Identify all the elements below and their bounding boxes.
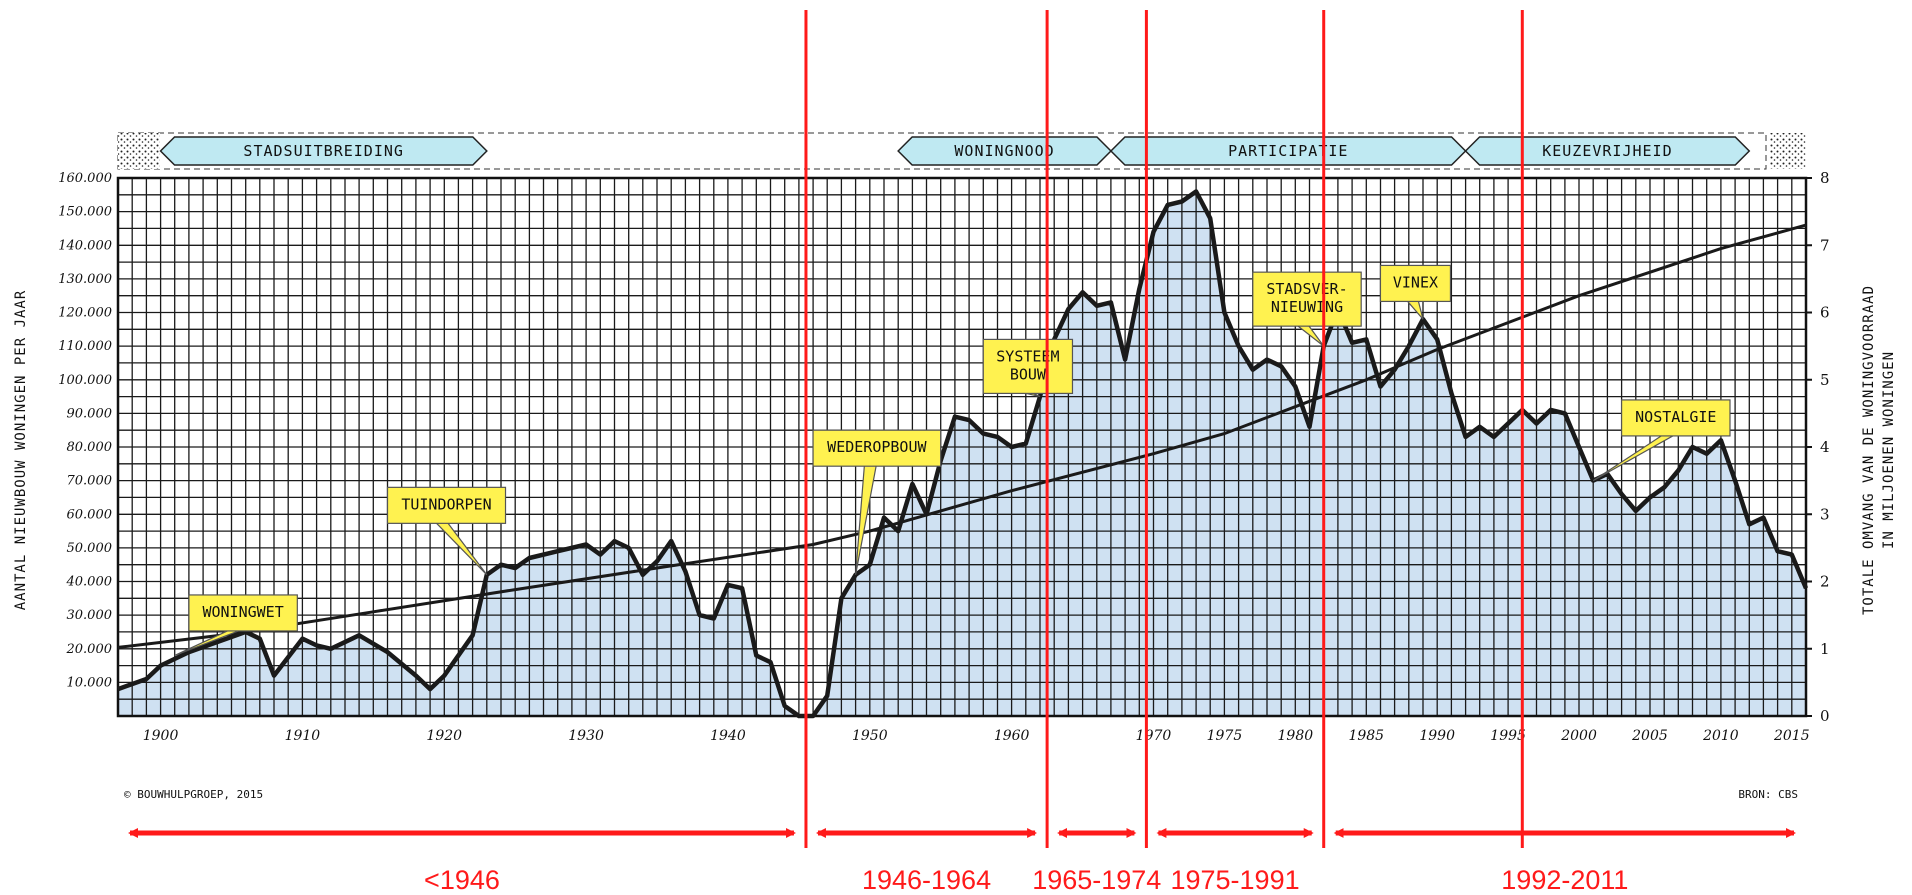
callout: VINEX <box>1379 264 1452 320</box>
copyright-note: © BOUWHULPGROEP, 2015 <box>124 788 263 801</box>
callout-label: TUINDORPEN <box>401 495 491 513</box>
y-left-tick-label: 140.000 <box>58 238 112 253</box>
theme-banner: PARTICIPATIE <box>1109 136 1467 166</box>
y-left-tick-label: 150.000 <box>58 205 112 220</box>
y-axis-right-title-line-1: TOTALE OMVANG VAN DE WONINGVOORRAAD <box>1861 285 1877 615</box>
callout-box <box>1252 271 1362 327</box>
callout-box <box>812 429 942 467</box>
y-right-tick-label: 8 <box>1820 169 1830 187</box>
x-axis-ticks: 1900 1910 1920 1930 1940 1950 1960 1970 1975 1980… <box>143 728 1810 744</box>
theme-band-speckle-left <box>118 133 160 169</box>
y-left-tick-label: 90.000 <box>67 406 113 421</box>
theme-band <box>117 132 1806 170</box>
x-tick-label: 2010 <box>1702 728 1739 744</box>
x-tick-label: 1950 <box>852 728 888 744</box>
theme-band-speckle-right <box>1770 133 1806 169</box>
y-right-tick-label: 1 <box>1820 640 1830 658</box>
y-right-tick-label: 0 <box>1820 707 1830 725</box>
period-label: <1946 <box>424 865 500 895</box>
theme-banner-label: PARTICIPATIE <box>1228 142 1348 160</box>
theme-banner-label: KEUZEVRIJHEID <box>1542 142 1672 160</box>
callout-label: VINEX <box>1393 273 1438 291</box>
y-left-tick-label: 50.000 <box>67 541 113 556</box>
theme-banner-label: STADSUITBREIDING <box>243 142 404 160</box>
era-callouts: WONINGWET TUINDORPEN WEDEROPBOUW SYSTEEMBOU… <box>174 264 1731 657</box>
x-tick-label: 1960 <box>994 728 1030 744</box>
x-tick-label: 1975 <box>1207 728 1243 744</box>
period-label: 1965-1974 <box>1032 865 1161 895</box>
y-left-tick-label: 130.000 <box>58 272 112 287</box>
x-tick-label: 2005 <box>1631 728 1668 744</box>
period-dividers <box>804 10 1524 848</box>
y-left-tick-label: 20.000 <box>66 642 113 657</box>
callout-box <box>188 594 298 632</box>
x-tick-label: 1920 <box>426 728 462 744</box>
x-tick-label: 1910 <box>285 728 321 744</box>
theme-banner-shape <box>1464 136 1751 166</box>
period-label: 1946-1964 <box>862 865 991 895</box>
source-note: BRON: CBS <box>1738 788 1798 801</box>
x-tick-label: 2000 <box>1560 728 1597 744</box>
callout-label: SYSTEEM <box>996 347 1059 365</box>
housing-stock-line <box>117 223 1807 649</box>
y-right-tick-label: 5 <box>1820 371 1830 389</box>
callout-label: NOSTALGIE <box>1635 408 1716 426</box>
theme-banners: STADSUITBREIDING WONINGNOOD PARTICIPATIE KE… <box>159 136 1751 166</box>
callout: WONINGWET <box>174 594 298 657</box>
x-tick-label: 2015 <box>1773 728 1810 744</box>
x-tick-label: 1930 <box>568 728 604 744</box>
y-left-tick-label: 10.000 <box>67 675 113 690</box>
y-left-tick-label: 100.000 <box>58 373 112 388</box>
theme-banner-shape <box>159 136 488 166</box>
callout-label: STADSVER- <box>1266 280 1347 298</box>
x-tick-label: 1900 <box>143 728 179 744</box>
y-axis-right-ticks: 0 1 2 3 4 5 6 7 8 <box>1806 169 1830 725</box>
callout: NOSTALGIE <box>1592 399 1731 482</box>
y-axis-left-title: AANTAL NIEUWBOUW WONINGEN PER JAAR <box>13 290 29 611</box>
plot-area <box>116 176 1809 719</box>
y-left-tick-label: 60.000 <box>67 507 113 522</box>
y-right-tick-label: 2 <box>1820 573 1830 591</box>
callout-box <box>982 338 1074 394</box>
x-tick-label: 1970 <box>1136 728 1172 744</box>
callout-label: WEDEROPBOUW <box>827 438 927 456</box>
callout-box <box>1379 264 1452 303</box>
callout-label: BOUW <box>1010 365 1047 383</box>
y-right-tick-label: 7 <box>1820 236 1830 254</box>
x-tick-label: 1985 <box>1348 728 1384 744</box>
y-axis-left-ticks: 10.000 20.000 30.000 40.000 50.000 60.000 70.0… <box>58 171 112 690</box>
callout-box <box>386 486 507 524</box>
x-tick-label: 1990 <box>1419 728 1455 744</box>
callout-box <box>1620 399 1731 437</box>
period-arrows: <1946 1946-1964 1965-1974 1975-1991 1992-201… <box>128 828 1796 895</box>
x-tick-label: 1980 <box>1278 728 1314 744</box>
callout: TUINDORPEN <box>386 486 507 576</box>
y-left-tick-label: 40.000 <box>66 575 113 590</box>
y-left-tick-label: 70.000 <box>67 474 113 489</box>
callout-label: WONINGWET <box>202 603 283 621</box>
y-left-tick-label: 120.000 <box>58 306 112 321</box>
y-left-tick-label: 30.000 <box>67 608 113 623</box>
x-tick-label: 1940 <box>710 728 746 744</box>
theme-banner: WONINGNOOD <box>897 136 1113 166</box>
theme-banner-shape <box>897 136 1113 166</box>
callout: WEDEROPBOUW <box>812 429 942 575</box>
period-label: 1975-1991 <box>1170 865 1299 895</box>
y-left-tick-label: 160.000 <box>58 171 112 186</box>
period-label: 1992-2011 <box>1501 865 1628 895</box>
theme-banner-shape <box>1109 136 1467 166</box>
theme-banner: KEUZEVRIJHEID <box>1464 136 1751 166</box>
theme-banner: STADSUITBREIDING <box>159 136 488 166</box>
y-left-tick-label: 80.000 <box>67 440 113 455</box>
y-right-tick-label: 3 <box>1820 505 1830 523</box>
callout-label: NIEUWING <box>1271 298 1343 316</box>
y-right-tick-label: 4 <box>1820 438 1830 456</box>
x-tick-label: 1995 <box>1490 728 1526 744</box>
y-right-tick-label: 6 <box>1820 304 1830 322</box>
y-left-tick-label: 110.000 <box>58 339 112 354</box>
y-axis-right-title-line-2: IN MILJOENEN WONINGEN <box>1881 351 1897 549</box>
theme-banner-label: WONINGNOOD <box>954 142 1054 160</box>
